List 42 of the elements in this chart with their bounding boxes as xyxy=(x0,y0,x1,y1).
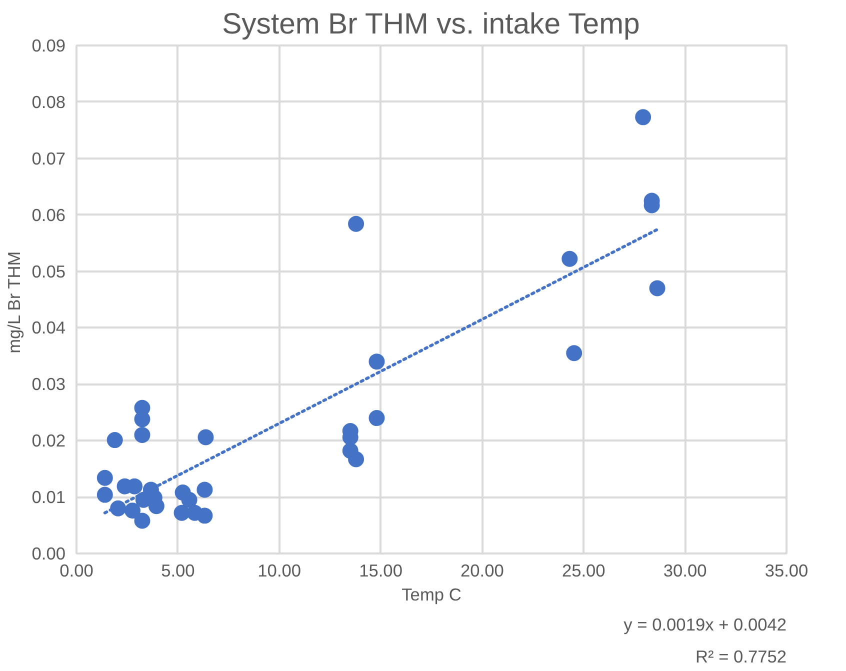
x-tick-label: 25.00 xyxy=(562,560,606,580)
point xyxy=(348,216,364,232)
x-tick-label: 10.00 xyxy=(258,560,302,580)
chart-title: System Br THM vs. intake Temp xyxy=(222,8,640,40)
x-tick-label: 30.00 xyxy=(663,560,707,580)
y-tick-label: 0.08 xyxy=(32,92,66,112)
point xyxy=(566,345,582,362)
y-tick-label: 0.07 xyxy=(32,148,66,168)
point xyxy=(96,486,113,503)
point xyxy=(198,429,214,446)
x-tick-label: 0.00 xyxy=(60,560,94,580)
point xyxy=(196,482,213,498)
point xyxy=(124,502,140,519)
x-tick-label: 35.00 xyxy=(764,560,808,580)
point xyxy=(635,109,652,126)
point xyxy=(348,451,364,468)
x-tick-label: 15.00 xyxy=(359,560,402,580)
point xyxy=(562,250,578,267)
point xyxy=(96,470,113,486)
point xyxy=(368,410,385,426)
x-tick-label: 5.00 xyxy=(161,560,195,580)
y-tick-label: 0.06 xyxy=(32,204,66,225)
point xyxy=(196,508,213,524)
y-tick-label: 0.04 xyxy=(32,318,66,338)
y-tick-label: 0.00 xyxy=(32,544,66,564)
y-tick-label: 0.02 xyxy=(32,430,66,451)
point xyxy=(368,354,385,370)
y-tick-label: 0.01 xyxy=(32,487,66,508)
y-tick-label: 0.09 xyxy=(32,36,66,56)
point xyxy=(134,512,150,529)
point xyxy=(134,426,150,443)
x-axis-title: Temp C xyxy=(402,584,462,604)
text: R² = 0.7752 xyxy=(695,646,787,666)
y-tick-label: 0.05 xyxy=(32,261,66,282)
point xyxy=(649,280,666,296)
point xyxy=(181,492,198,508)
point xyxy=(148,498,164,514)
point xyxy=(106,432,123,448)
text: y = 0.0019x + 0.0042 xyxy=(624,614,787,634)
x-tick-label: 20.00 xyxy=(460,560,504,580)
y-tick-label: 0.03 xyxy=(32,374,66,394)
y-axis-title: mg/L Br THM xyxy=(4,251,24,354)
